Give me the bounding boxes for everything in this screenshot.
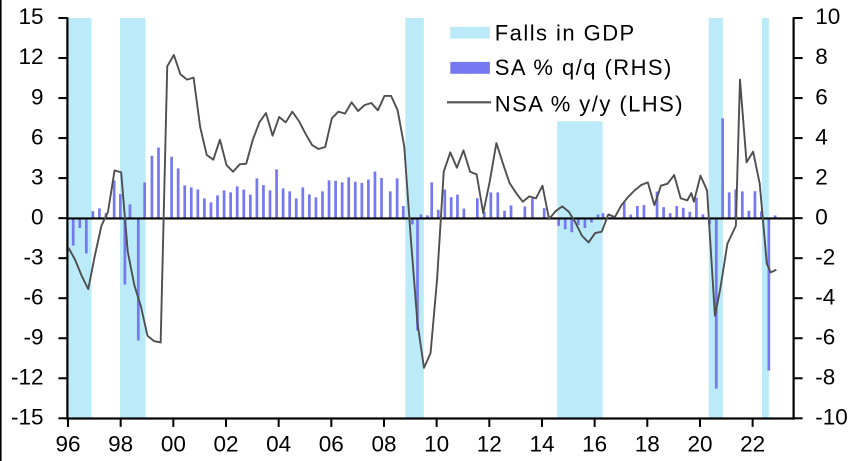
- svg-text:02: 02: [213, 432, 238, 457]
- svg-text:6: 6: [31, 124, 44, 149]
- svg-text:16: 16: [582, 432, 607, 457]
- svg-text:8: 8: [815, 44, 828, 69]
- svg-text:-4: -4: [815, 284, 835, 309]
- svg-text:98: 98: [108, 432, 133, 457]
- svg-text:-9: -9: [23, 324, 43, 349]
- svg-text:20: 20: [687, 432, 712, 457]
- svg-text:2: 2: [815, 164, 828, 189]
- svg-text:SA % q/q (RHS): SA % q/q (RHS): [495, 55, 673, 80]
- svg-text:0: 0: [815, 204, 828, 229]
- svg-text:-2: -2: [815, 244, 835, 269]
- svg-text:3: 3: [31, 164, 44, 189]
- svg-text:00: 00: [161, 432, 186, 457]
- svg-text:Falls in GDP: Falls in GDP: [495, 20, 636, 45]
- svg-text:-8: -8: [815, 364, 835, 389]
- svg-text:04: 04: [266, 432, 291, 457]
- svg-text:12: 12: [18, 44, 43, 69]
- svg-text:6: 6: [815, 84, 828, 109]
- svg-text:18: 18: [635, 432, 660, 457]
- svg-text:12: 12: [477, 432, 502, 457]
- svg-text:-12: -12: [11, 364, 44, 389]
- svg-text:10: 10: [815, 4, 840, 29]
- svg-text:08: 08: [371, 432, 396, 457]
- svg-text:NSA % y/y (LHS): NSA % y/y (LHS): [495, 91, 684, 116]
- svg-text:4: 4: [815, 124, 828, 149]
- svg-text:9: 9: [31, 84, 44, 109]
- svg-text:-10: -10: [815, 405, 848, 430]
- svg-text:0: 0: [31, 204, 44, 229]
- svg-text:-6: -6: [815, 324, 835, 349]
- svg-text:96: 96: [55, 432, 80, 457]
- svg-text:10: 10: [424, 432, 449, 457]
- svg-text:-15: -15: [11, 405, 44, 430]
- svg-text:22: 22: [740, 432, 765, 457]
- svg-text:15: 15: [18, 4, 43, 29]
- svg-text:-3: -3: [23, 244, 43, 269]
- svg-text:-6: -6: [23, 284, 43, 309]
- svg-text:06: 06: [319, 432, 344, 457]
- svg-text:14: 14: [529, 432, 554, 457]
